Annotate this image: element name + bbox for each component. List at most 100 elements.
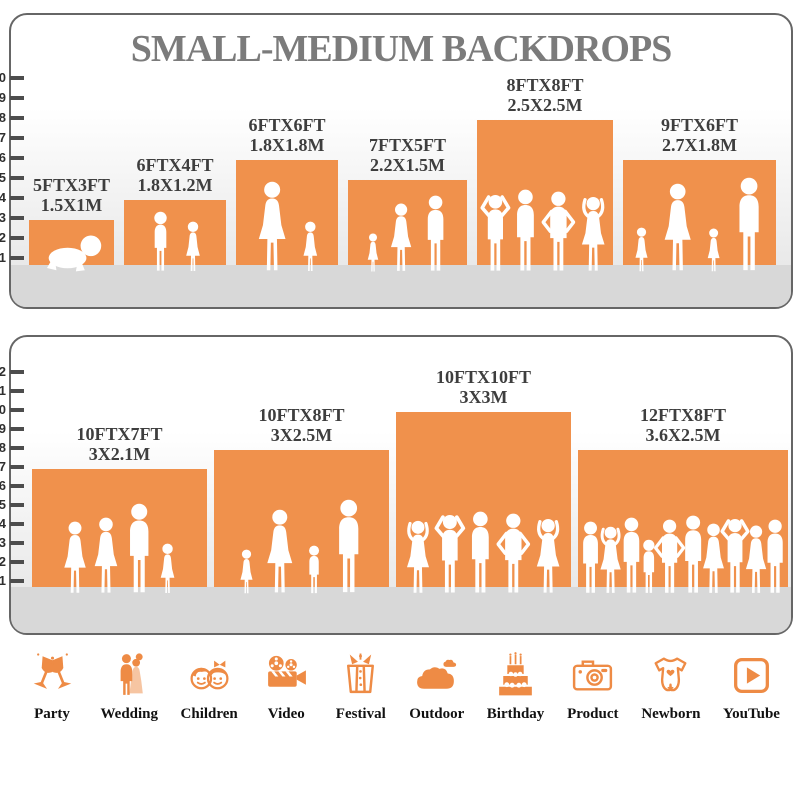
panel-large: 123456789101112 10FTX7FT3X2.1M10FTX8FT3X… [0, 335, 793, 635]
silhouette-group [367, 195, 444, 272]
panel-floor [11, 587, 791, 633]
ruler-tick [10, 522, 24, 526]
category-label: Outdoor [409, 706, 465, 722]
silhouette-group [405, 511, 562, 595]
ruler-tick [10, 236, 24, 240]
category-label: Party [34, 706, 70, 722]
category-label: Video [267, 706, 305, 722]
ruler-tick [10, 408, 24, 412]
ruler-tick [10, 465, 24, 469]
ruler-tick [10, 389, 24, 393]
ruler-tick [10, 503, 24, 507]
category-label: Newborn [641, 706, 701, 722]
category-wedding: Wedding [100, 652, 159, 723]
silhouette-group [480, 189, 607, 273]
category-youtube: YouTube [723, 652, 780, 723]
silhouette-group [635, 177, 759, 272]
category-row: Party Wedding [0, 652, 800, 723]
bar-label: 12FTX8FT 3.6X2.5M [639, 405, 727, 445]
video-icon [267, 655, 306, 687]
ruler-tick [10, 256, 24, 260]
panel-floor [11, 265, 791, 307]
bar-label: 5FTX3FT 1.5X1M [32, 175, 111, 215]
wedding-icon [120, 653, 143, 695]
ruler-tick [10, 427, 24, 431]
ruler-tick [10, 156, 24, 160]
ruler-tick [10, 176, 24, 180]
bar-label: 10FTX7FT 3X2.1M [76, 424, 163, 464]
silhouette-group [153, 211, 200, 272]
ruler-number: 3 [0, 210, 6, 225]
bar-label: 6FTX6FT 1.8X1.8M [248, 115, 326, 155]
ruler-tick [10, 560, 24, 564]
ruler-number: 8 [0, 440, 6, 455]
ruler-tick [10, 76, 24, 80]
ruler-number: 10 [0, 70, 6, 85]
ruler-tick [10, 579, 24, 583]
party-icon [33, 653, 71, 689]
youtube-icon [733, 658, 769, 693]
ruler-tick [10, 446, 24, 450]
silhouette-group [46, 235, 101, 272]
ruler-number: 8 [0, 110, 6, 125]
ruler-tick [10, 196, 24, 200]
ruler-tick [10, 96, 24, 100]
bar-label: 7FTX5FT 2.2X1.5M [368, 135, 447, 175]
bar-label: 9FTX6FT 2.7X1.8M [660, 115, 739, 155]
category-outdoor: Outdoor [409, 652, 464, 723]
category-product: Product [567, 652, 619, 723]
bar-label: 8FTX8FT 2.5X2.5M [506, 75, 584, 115]
ruler-number: 9 [0, 421, 6, 436]
category-party: Party [26, 652, 78, 723]
silhouette-group [258, 181, 317, 272]
ruler-number: 10 [0, 402, 6, 417]
backdrop-bar [124, 200, 226, 265]
silhouette-group [583, 515, 783, 595]
ruler-number: 7 [0, 459, 6, 474]
silhouette-group [240, 499, 358, 594]
ruler-number: 7 [0, 130, 6, 145]
category-festival: Festival [335, 652, 387, 723]
category-newborn: Newborn [641, 652, 700, 723]
backdrop-bar [236, 160, 338, 265]
page-title: SMALL-MEDIUM BACKDROPS [130, 28, 673, 70]
bar-label: 10FTX10FT 3X3M [435, 367, 532, 407]
backdrop-bar [348, 180, 467, 265]
ruler-number: 2 [0, 230, 6, 245]
category-label: Product [567, 706, 619, 722]
ruler-tick [10, 370, 24, 374]
category-label: Festival [335, 706, 386, 722]
bar-label: 6FTX4FT 1.8X1.2M [136, 155, 214, 195]
product-icon [573, 660, 613, 691]
silhouette-group [64, 503, 175, 594]
ruler-tick [10, 484, 24, 488]
birthday-icon [499, 652, 532, 696]
festival-icon [347, 653, 375, 694]
ruler-number: 4 [0, 516, 6, 531]
outdoor-icon [417, 659, 457, 689]
ruler-number: 6 [0, 150, 6, 165]
ruler-number: 6 [0, 478, 6, 493]
category-label: Birthday [486, 706, 545, 722]
category-label: YouTube [722, 706, 780, 722]
ruler-tick [10, 116, 24, 120]
ruler-number: 2 [0, 554, 6, 569]
ruler-number: 1 [0, 250, 6, 265]
panel-small-medium: SMALL-MEDIUM BACKDROPS 1 2 3 4 5 6 7 8 9 10 5FTX3… [0, 13, 793, 309]
ruler-number: 1 [0, 573, 6, 588]
ruler-number: 12 [0, 364, 6, 379]
category-label: Wedding [100, 706, 159, 722]
ruler-number: 4 [0, 190, 6, 205]
ruler-number: 5 [0, 497, 6, 512]
ruler-number: 9 [0, 90, 6, 105]
ruler-tick [10, 541, 24, 545]
ruler-number: 11 [0, 383, 6, 398]
category-video: Video [260, 652, 312, 723]
bar-label: 10FTX8FT 3X2.5M [258, 405, 345, 445]
ruler-tick [10, 216, 24, 220]
newborn-icon [654, 657, 687, 692]
category-children: Children [181, 652, 238, 723]
category-label: Children [180, 706, 238, 722]
ruler-number: 3 [0, 535, 6, 550]
